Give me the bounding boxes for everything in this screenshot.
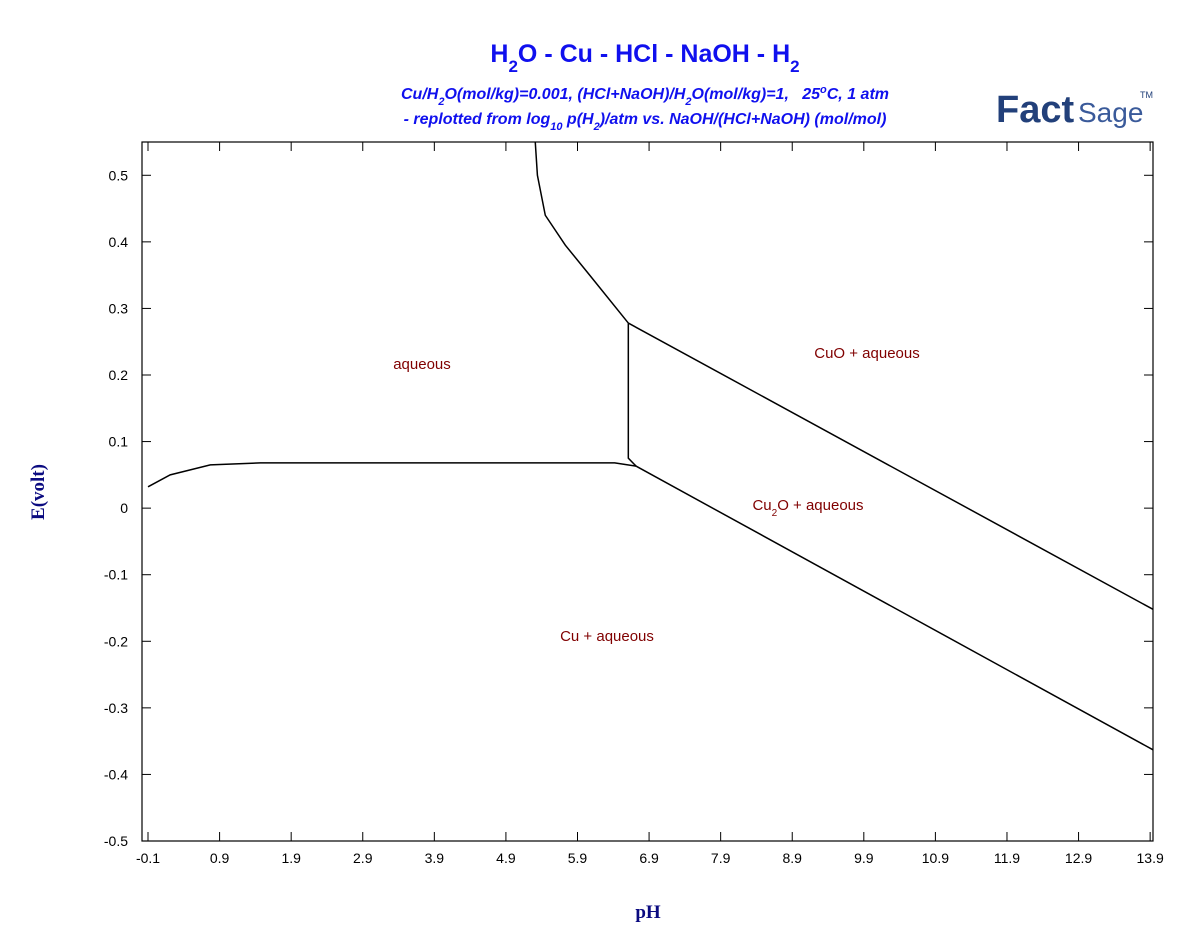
y-tick-label: -0.3 (104, 700, 128, 716)
y-tick-label: -0.2 (104, 633, 128, 649)
subtitle-part: )/atm vs. NaOH/(HCl+NaOH) (mol/mol) (598, 111, 887, 128)
x-tick-label: -0.1 (136, 850, 160, 866)
x-tick-label: 4.9 (496, 850, 516, 866)
y-tick-label: 0 (120, 500, 128, 516)
title-part: 2 (790, 57, 799, 76)
subtitle-part: - replotted from log (404, 111, 551, 128)
x-tick-label: 1.9 (281, 850, 301, 866)
logo-text: TM (1140, 90, 1153, 100)
label-part: 2 (772, 508, 778, 519)
region-label: Cu + aqueous (560, 628, 654, 645)
x-tick-label: 12.9 (1065, 850, 1092, 866)
x-tick-label: 10.9 (922, 850, 949, 866)
label-part: aqueous (393, 356, 451, 373)
label-part: Cu + aqueous (560, 628, 654, 645)
x-tick-label: 8.9 (783, 850, 803, 866)
x-tick-label: 9.9 (854, 850, 874, 866)
phase-boundary (147, 462, 637, 488)
subtitle-part: 10 (550, 121, 563, 133)
x-tick-label: 11.9 (994, 850, 1020, 866)
x-tick-label: 0.9 (210, 850, 230, 866)
label-part: CuO + aqueous (814, 345, 920, 362)
title-part: H (490, 40, 508, 68)
subtitle-part: Cu/H (401, 86, 439, 103)
x-tick-label: 6.9 (639, 850, 659, 866)
y-tick-label: 0.2 (109, 367, 129, 383)
subtitle-part: O(mol/kg)=1, 25 (692, 86, 822, 103)
subtitle: Cu/H2O(mol/kg)=0.001, (HCl+NaOH)/H2O(mol… (401, 84, 889, 108)
phase-boundary (627, 323, 637, 467)
subtitle-part: p(H (562, 111, 594, 128)
x-tick-label: 13.9 (1137, 850, 1164, 866)
y-tick-label: -0.5 (104, 833, 128, 849)
label-part: O + aqueous (777, 497, 863, 514)
y-tick-label: 0.5 (109, 167, 129, 183)
logo: Fact Sage TM (996, 89, 1153, 131)
subtitle-part: o (820, 84, 827, 96)
x-tick-label: 7.9 (711, 850, 731, 866)
region-label: aqueous (393, 356, 451, 373)
logo-text: Fact (996, 89, 1074, 131)
y-tick-label: 0.4 (109, 234, 129, 250)
y-axis-label: E(volt) (28, 464, 49, 520)
x-tick-label: 3.9 (425, 850, 445, 866)
phase-boundary (635, 465, 1154, 751)
subtitle-part: C, 1 atm (827, 86, 889, 103)
logo-text: Sage (1078, 97, 1143, 128)
subtitle-part: 2 (437, 96, 444, 108)
plot-frame (141, 141, 1154, 842)
y-tick-label: -0.1 (104, 567, 128, 583)
phase-boundary (627, 322, 1154, 610)
region-label: Cu2O + aqueous (752, 497, 863, 519)
y-tick-label: -0.4 (104, 766, 128, 782)
title-part: O - Cu - HCl - NaOH - H (518, 40, 790, 68)
region-label: CuO + aqueous (814, 345, 920, 362)
subtitle: - replotted from log10 p(H2)/atm vs. NaO… (404, 111, 887, 133)
x-tick-label: 2.9 (353, 850, 373, 866)
x-tick-label: 5.9 (568, 850, 588, 866)
label-part: Cu (752, 497, 771, 514)
title-part: 2 (508, 57, 517, 76)
y-tick-label: 0.3 (109, 300, 129, 316)
phase-boundary (534, 141, 629, 324)
subtitle-part: O(mol/kg)=0.001, (HCl+NaOH)/H (444, 86, 685, 103)
y-tick-label: 0.1 (109, 434, 129, 450)
subtitle-part: 2 (593, 121, 600, 133)
chart-title: H2O - Cu - HCl - NaOH - H2 (490, 40, 799, 76)
subtitle-part: 2 (684, 96, 691, 108)
x-axis-label: pH (635, 902, 661, 923)
